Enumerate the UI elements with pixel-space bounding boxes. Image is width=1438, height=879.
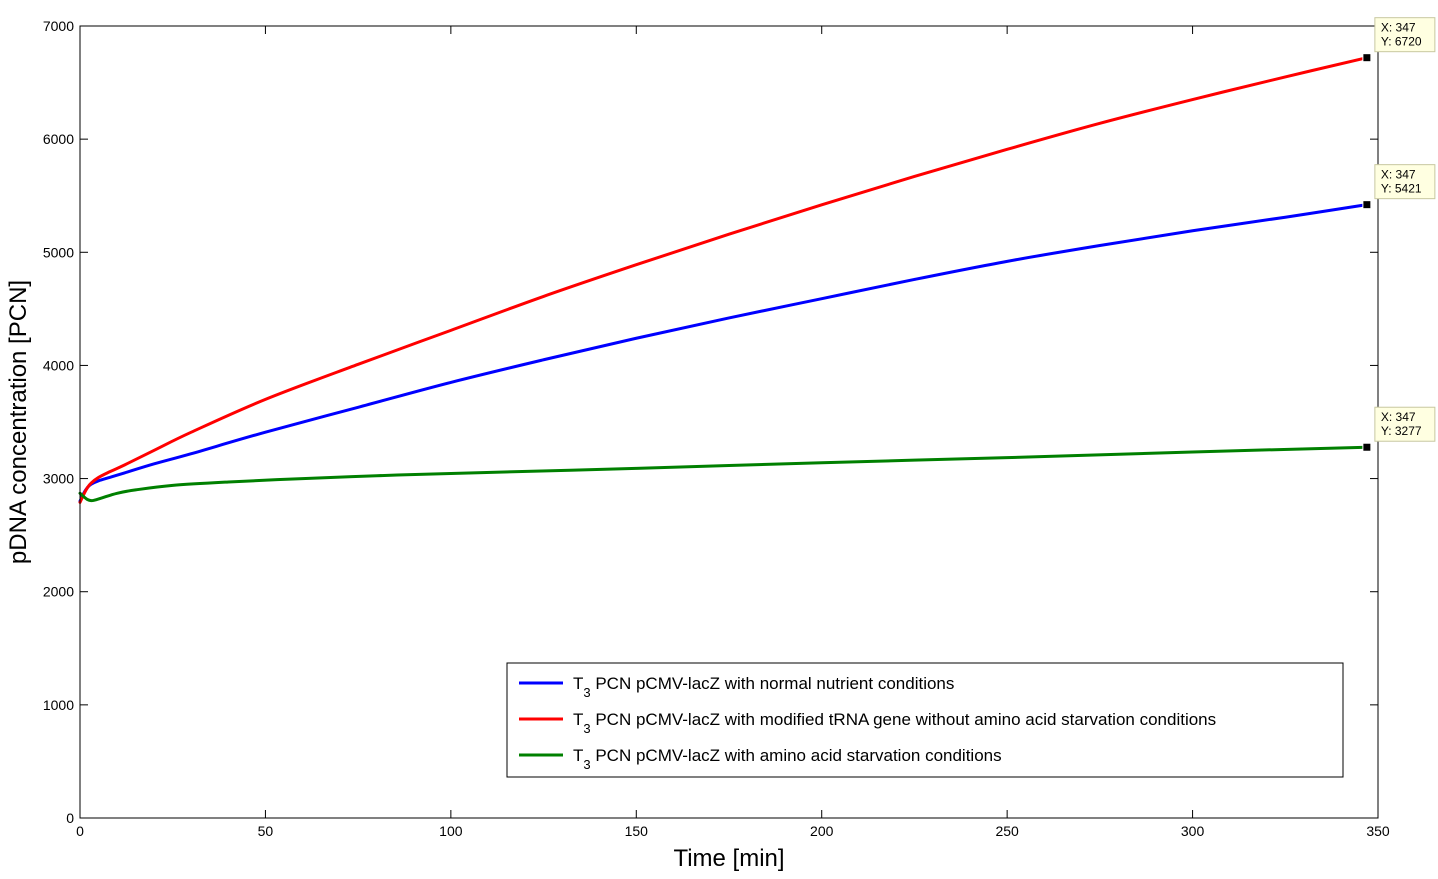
legend-entry-letter: T — [573, 674, 583, 693]
series-layer — [78, 56, 1369, 504]
datatip-x: X: 347 — [1381, 410, 1416, 424]
y-tick-label: 4000 — [43, 357, 74, 373]
legend-entry-3: T3 PCN pCMV-lacZ with amino acid starvat… — [573, 746, 1002, 772]
y-axis-title: pDNA concentration [PCN] — [5, 280, 32, 564]
y-tick-label: 0 — [66, 810, 74, 826]
x-tick-label: 150 — [625, 823, 649, 839]
datatip-y: Y: 3277 — [1381, 424, 1422, 438]
y-tick-label: 1000 — [43, 697, 74, 713]
legend-entry-text: PCN pCMV-lacZ with modified tRNA gene wi… — [591, 710, 1217, 729]
x-tick-label: 200 — [810, 823, 834, 839]
legend-entry-subscript: 3 — [583, 757, 590, 772]
ticks-layer: 0 50 100 150 200 250 300 350 0 1000 2000 3000 4000 50… — [43, 18, 1390, 839]
datatip-marker — [1362, 200, 1372, 210]
datatip-box — [1374, 406, 1436, 442]
legend-entry-1: T3 PCN pCMV-lacZ with normal nutrient co… — [573, 674, 954, 700]
legend-entry-subscript: 3 — [583, 721, 590, 736]
datatip-marker — [1362, 442, 1372, 452]
datatip-x: X: 347 — [1381, 168, 1416, 182]
y-tick-label: 2000 — [43, 584, 74, 600]
datatip-y: Y: 5421 — [1381, 182, 1422, 196]
legend-entry-subscript: 3 — [583, 685, 590, 700]
y-tick-label: 7000 — [43, 18, 74, 34]
series-line-2 — [78, 56, 1369, 504]
series-line-1 — [78, 203, 1369, 503]
legend-entry-text: PCN pCMV-lacZ with normal nutrient condi… — [591, 674, 955, 693]
legend-entry-letter: T — [573, 746, 583, 765]
x-tick-label: 350 — [1366, 823, 1390, 839]
y-tick-label: 6000 — [43, 131, 74, 147]
legend-entry-text: PCN pCMV-lacZ with amino acid starvation… — [591, 746, 1002, 765]
datatip-marker — [1362, 53, 1372, 63]
series-line-3 — [78, 445, 1369, 503]
x-axis-title: Time [min] — [673, 845, 784, 872]
x-tick-label: 300 — [1181, 823, 1205, 839]
legend: T3 PCN pCMV-lacZ with normal nutrient co… — [506, 662, 1344, 778]
legend-entry-2: T3 PCN pCMV-lacZ with modified tRNA gene… — [573, 710, 1216, 736]
datatip-x: X: 347 — [1381, 21, 1416, 35]
legend-entry-letter: T — [573, 710, 583, 729]
datatip-box — [1374, 17, 1436, 53]
datatip-box — [1374, 164, 1436, 200]
legend-box — [506, 662, 1344, 778]
x-tick-label: 250 — [995, 823, 1019, 839]
y-tick-label: 5000 — [43, 244, 74, 260]
datatip-y: Y: 6720 — [1381, 35, 1422, 49]
x-tick-label: 50 — [258, 823, 274, 839]
x-tick-label: 0 — [76, 823, 84, 839]
x-tick-label: 100 — [439, 823, 463, 839]
y-tick-label: 3000 — [43, 471, 74, 487]
